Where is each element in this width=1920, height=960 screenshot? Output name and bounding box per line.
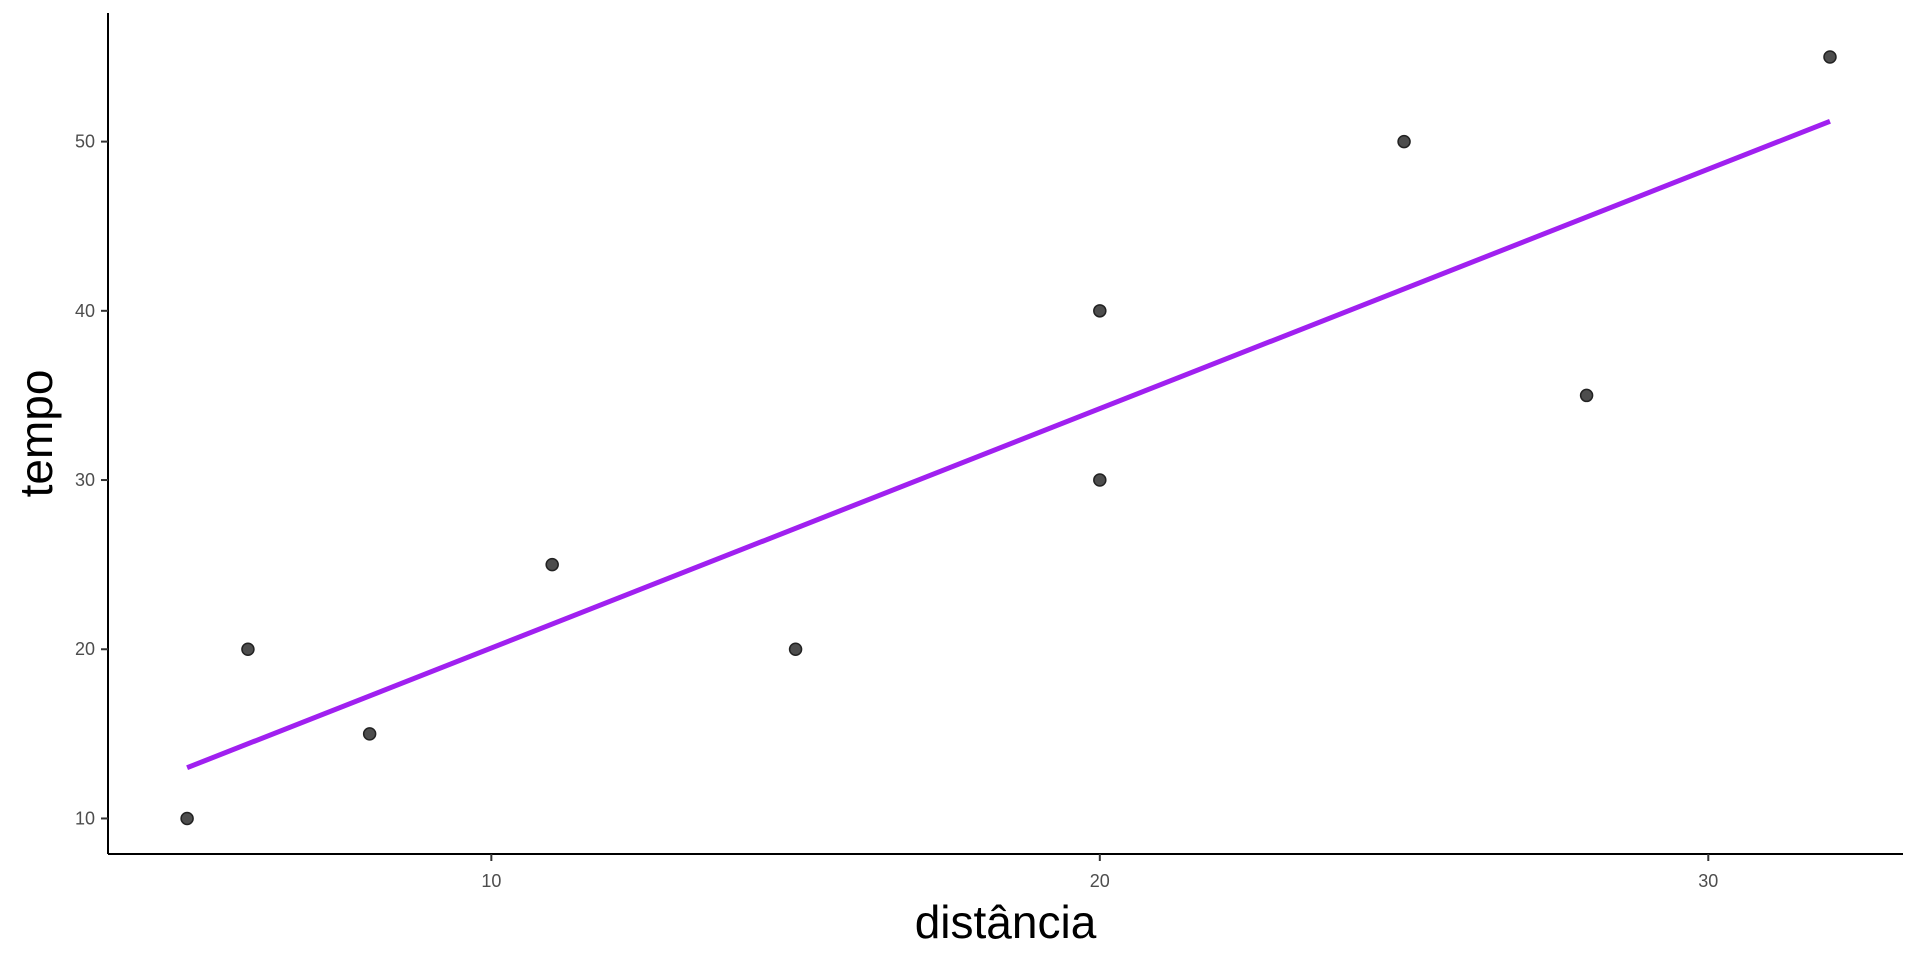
data-point xyxy=(1093,473,1107,487)
data-point xyxy=(1397,134,1411,149)
data-point xyxy=(1579,388,1594,403)
y-tick-label: 50 xyxy=(75,132,95,152)
x-tick-label: 30 xyxy=(1698,871,1718,891)
data-point xyxy=(180,811,194,826)
y-tick-label: 30 xyxy=(75,470,95,490)
y-tick-label: 40 xyxy=(75,301,95,321)
axes xyxy=(107,13,1903,855)
ticks: 10 20 30 10 20 30 40 50 xyxy=(75,132,1718,891)
data-point xyxy=(362,727,377,741)
points-layer xyxy=(180,50,1837,826)
data-point xyxy=(1093,304,1107,318)
y-tick-label: 10 xyxy=(75,808,95,828)
x-axis-title: distância xyxy=(915,896,1097,948)
x-tick-label: 20 xyxy=(1090,871,1110,891)
data-point xyxy=(241,642,255,656)
trend-line-layer xyxy=(186,118,1831,771)
trend-line xyxy=(186,118,1831,771)
data-point xyxy=(1823,50,1837,64)
data-point xyxy=(788,642,803,656)
data-point xyxy=(545,557,559,572)
x-tick-label: 10 xyxy=(481,871,501,891)
y-tick-label: 20 xyxy=(75,639,95,659)
y-axis-title: tempo xyxy=(10,370,62,498)
